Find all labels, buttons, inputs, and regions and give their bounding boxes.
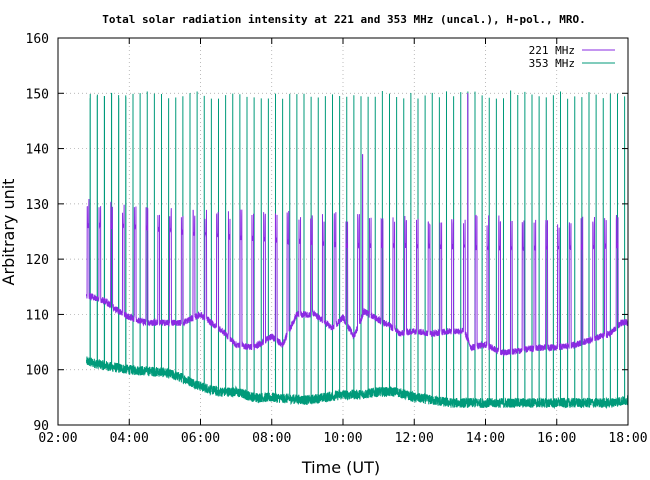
x-tick-label: 14:00 [466, 431, 505, 446]
series-line-221-mhz [86, 93, 629, 357]
y-tick-label: 90 [33, 419, 49, 434]
x-tick-label: 02:00 [38, 431, 77, 446]
x-tick-label: 04:00 [110, 431, 149, 446]
series-line-353-mhz [86, 90, 629, 410]
x-tick-label: 06:00 [181, 431, 220, 446]
y-tick-label: 100 [26, 364, 49, 379]
y-axis-label: Arbitrary unit [0, 179, 18, 286]
series-layer [86, 90, 629, 410]
y-tick-label: 120 [26, 253, 49, 268]
x-axis-label: Time (UT) [301, 458, 380, 477]
legend-label-221: 221 MHz [529, 44, 575, 57]
y-tick-label: 140 [26, 143, 49, 158]
x-tick-label: 12:00 [395, 431, 434, 446]
x-tick-label: 16:00 [537, 431, 576, 446]
legend: 221 MHz 353 MHz [529, 44, 615, 70]
x-tick-label: 08:00 [252, 431, 291, 446]
y-tick-label: 150 [26, 87, 49, 102]
axes: 02:00 04:00 06:00 08:00 10:00 12:00 14:00 16:00… [26, 32, 648, 446]
chart-title: Total solar radiation intensity at 221 a… [102, 13, 585, 26]
y-tick-label: 130 [26, 198, 49, 213]
x-tick-label: 10:00 [323, 431, 362, 446]
legend-label-353: 353 MHz [529, 57, 575, 70]
y-tick-label: 160 [26, 32, 49, 47]
grid [58, 38, 628, 425]
y-tick-label: 110 [26, 308, 49, 323]
x-tick-label: 18:00 [608, 431, 647, 446]
